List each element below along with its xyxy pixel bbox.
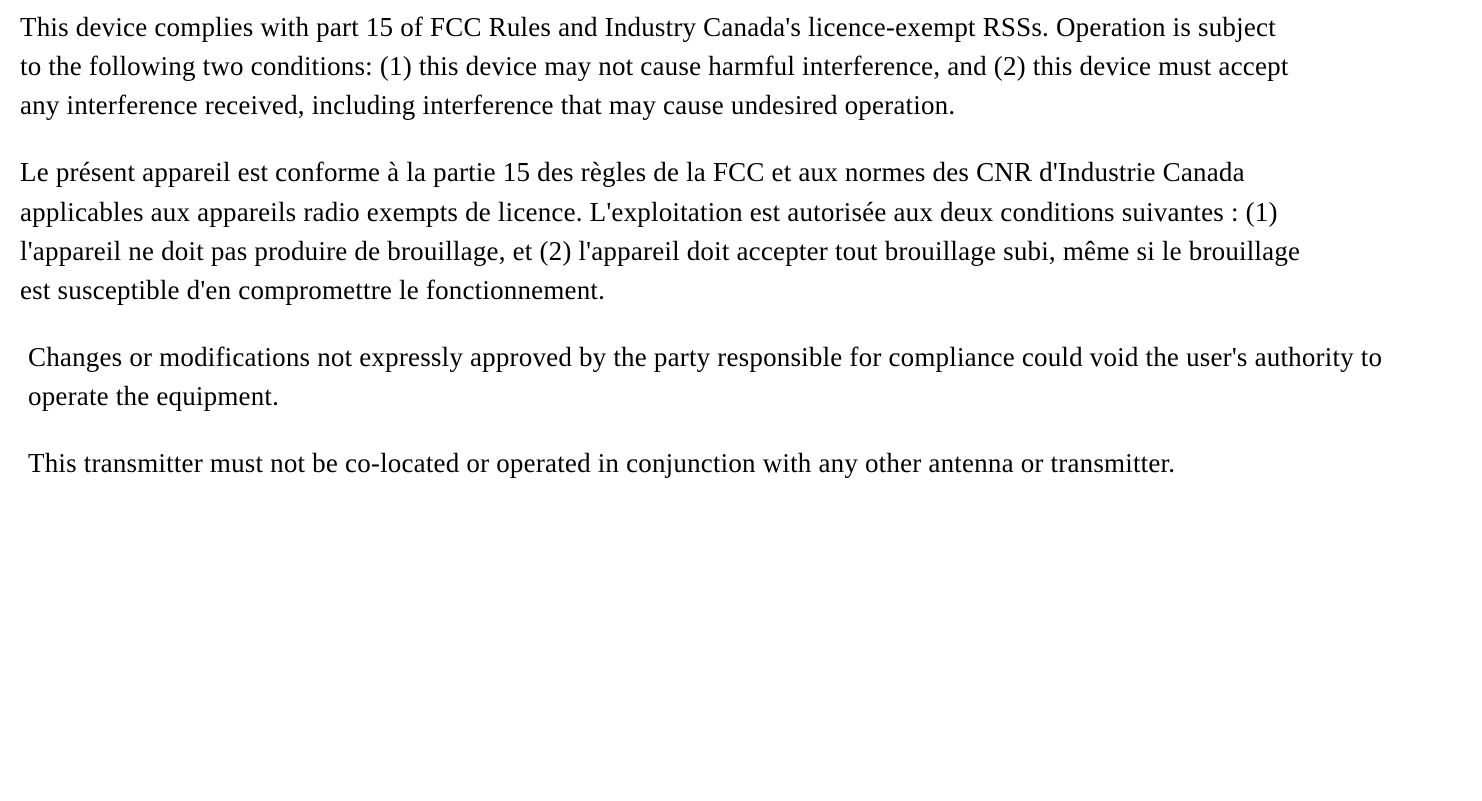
text-line: Le présent appareil est conforme à la pa… — [20, 153, 1462, 192]
text-line: to the following two conditions: (1) thi… — [20, 47, 1462, 86]
document-body: This device complies with part 15 of FCC… — [20, 8, 1462, 483]
text-line: est susceptible d'en compromettre le fon… — [20, 271, 1462, 310]
text-line: applicables aux appareils radio exempts … — [20, 193, 1462, 232]
text-line: any interference received, including int… — [20, 86, 1462, 125]
paragraph-fcc-french: Le présent appareil est conforme à la pa… — [20, 153, 1462, 310]
paragraph-transmitter-warning: This transmitter must not be co-located … — [20, 444, 1462, 483]
text-line: This device complies with part 15 of FCC… — [20, 8, 1462, 47]
paragraph-modifications-warning: Changes or modifications not expressly a… — [20, 338, 1462, 416]
text-line: l'appareil ne doit pas produire de broui… — [20, 232, 1462, 271]
paragraph-fcc-english: This device complies with part 15 of FCC… — [20, 8, 1462, 125]
text-line: Changes or modifications not expressly a… — [28, 338, 1462, 416]
text-line: This transmitter must not be co-located … — [28, 444, 1462, 483]
